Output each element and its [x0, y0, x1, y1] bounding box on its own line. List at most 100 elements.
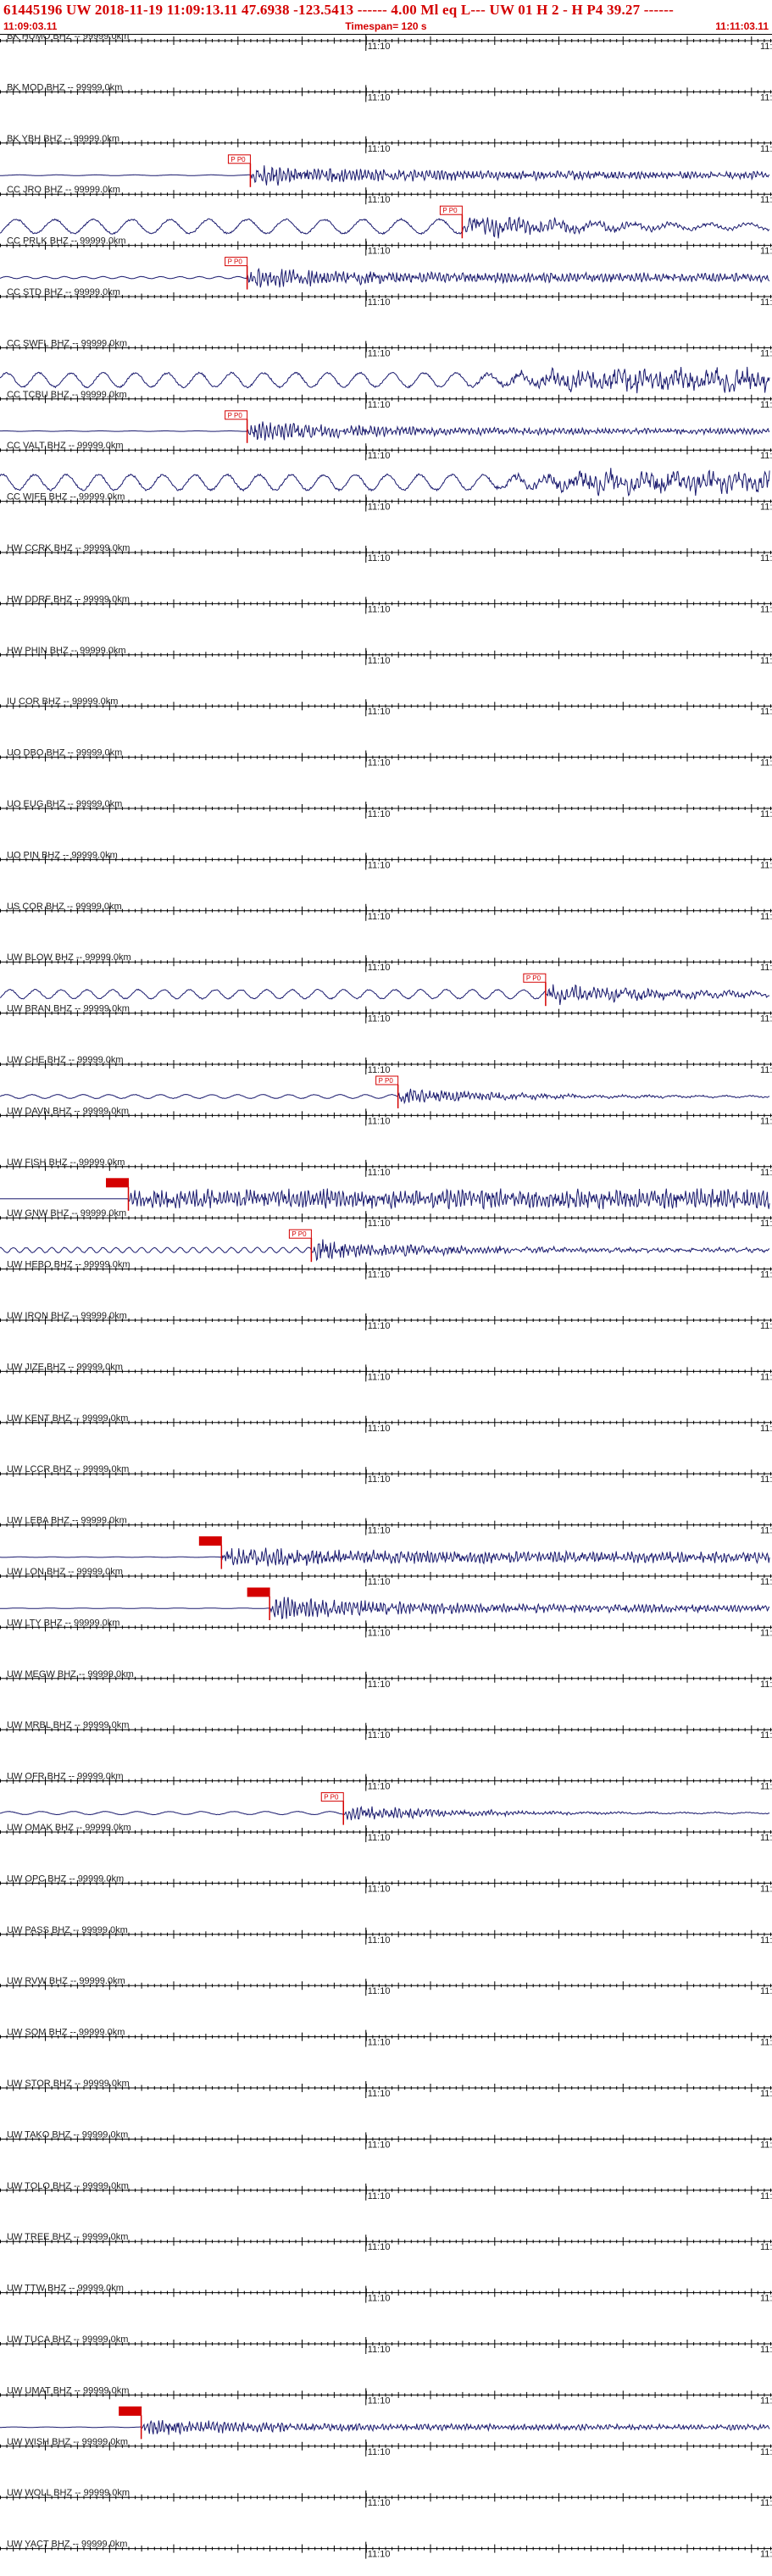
minute-label: 11:10 — [368, 1628, 391, 1638]
minute-label: 11:10 — [368, 1372, 391, 1382]
waveform-trace — [0, 1188, 770, 1210]
minute-label-edge: 11:10 — [760, 1219, 772, 1229]
channel-row: 11:10 11:10 UW LON BHZ -- 99999.0km — [0, 1567, 772, 1620]
minute-label: 11:10 — [368, 809, 391, 819]
axis-ticks — [0, 804, 771, 813]
minute-label-edge: 11:10 — [760, 912, 772, 922]
minute-label: 11:10 — [368, 963, 391, 973]
axis-ticks — [0, 2135, 771, 2144]
axis-ticks — [0, 1469, 771, 1479]
axis-ticks — [0, 1929, 771, 1939]
minute-label: 11:10 — [368, 502, 391, 513]
channel-row: 11:10 11:10 UW LTY BHZ -- 99999.0km — [0, 1618, 772, 1638]
minute-label: 11:10 — [368, 1474, 391, 1485]
minute-label: 11:10 — [368, 707, 391, 717]
axis-ticks — [0, 1367, 771, 1376]
channel-label: UW BRAN BHZ -- 99999.0km — [7, 1004, 130, 1014]
pick-box — [288, 1229, 312, 1239]
channel-row: 11:10 11:10 BK YBH BHZ -- 99999.0km P P0 — [0, 134, 772, 187]
minute-label: 11:10 — [368, 1833, 391, 1843]
minute-label-edge: 11:10 — [760, 2396, 772, 2406]
axis-ticks — [0, 1725, 771, 1735]
minute-label-edge: 11:10 — [760, 2550, 772, 2560]
channel-label: UO PIN BHZ -- 99999.0km — [7, 850, 118, 860]
channel-label: HW CCRK BHZ -- 99999.0km — [7, 543, 130, 553]
axis-ticks — [0, 599, 771, 608]
channel-row: 11:10 11:10 CC JRO BHZ -- 99999.0km P P0 — [0, 185, 772, 239]
minute-label: 11:10 — [368, 144, 391, 154]
channel-label: UW CHE BHZ -- 99999.0km — [7, 1055, 124, 1065]
channel-row: 11:10 11:10 UW UMAT BHZ -- 99999.0km — [0, 2385, 772, 2440]
channel-row: 11:10 11:10 UW LEBA BHZ -- 99999.0km — [0, 1516, 772, 1569]
minute-label-edge: 11:10 — [760, 451, 772, 461]
axis-ticks — [0, 1162, 771, 1171]
channel-label: UW PASS BHZ -- 99999.0km — [7, 1925, 128, 1935]
minute-label-edge: 11:10 — [760, 758, 772, 769]
minute-label: 11:10 — [368, 1577, 391, 1587]
channel-row: 11:10 11:10 US COR BHZ -- 99999.0km — [0, 902, 772, 922]
axis-ticks — [0, 1520, 771, 1530]
pick-box — [106, 1178, 129, 1188]
waveform-trace — [0, 1088, 770, 1105]
channel-row: 11:10 11:10 UW BLOW BHZ -- 99999.0km P P0 — [0, 952, 772, 1007]
minute-label-edge: 11:10 — [760, 348, 772, 358]
channel-label: UW TOLO BHZ -- 99999.0km — [7, 2181, 129, 2191]
minute-label: 11:10 — [368, 1116, 391, 1126]
axis-ticks — [0, 1060, 771, 1069]
minute-label-edge: 11:10 — [760, 707, 772, 717]
minute-label: 11:10 — [368, 1526, 391, 1536]
channel-label: UW WISH BHZ -- 99999.0km — [7, 2437, 128, 2447]
channel-row: 11:10 11:10 UW DAVN BHZ -- 99999.0km — [0, 1106, 772, 1126]
channel-label: CC VALT BHZ -- 99999.0km — [7, 441, 124, 451]
pick-box — [375, 1075, 399, 1085]
axis-ticks — [0, 1213, 771, 1223]
channel-row: 11:10 11:10 UW TUCA BHZ -- 99999.0km — [0, 2334, 772, 2355]
minute-label: 11:10 — [368, 2447, 391, 2457]
minute-label: 11:10 — [368, 1730, 391, 1740]
axis-ticks — [0, 650, 771, 659]
minute-label-edge: 11:10 — [760, 2191, 772, 2201]
end-time: 11:11:03.11 — [715, 20, 769, 32]
waveform-trace — [0, 216, 770, 239]
channel-label: CC SWFL BHZ -- 99999.0km — [7, 338, 127, 348]
minute-label-edge: 11:10 — [760, 1730, 772, 1740]
channel-row: 11:10 11:10 UW BRAN BHZ -- 99999.0km — [0, 1004, 772, 1024]
minute-label: 11:10 — [368, 2191, 391, 2201]
minute-label-edge: 11:10 — [760, 502, 772, 513]
minute-label: 11:10 — [368, 860, 391, 870]
channel-row: 11:10 11:10 UW SQM BHZ -- 99999.0km — [0, 2028, 772, 2048]
channel-row: 11:10 11:10 CC SWFL BHZ -- 99999.0km — [0, 338, 772, 394]
minute-label-edge: 11:10 — [760, 2089, 772, 2099]
minute-label-edge: 11:10 — [760, 1935, 772, 1946]
pick-box — [439, 205, 463, 215]
waveform-trace — [0, 165, 770, 186]
axis-ticks — [0, 446, 771, 455]
minute-label: 11:10 — [368, 1270, 391, 1280]
channel-row: 11:10 11:10 CC STD BHZ -- 99999.0km — [0, 287, 772, 308]
axis-ticks — [0, 138, 771, 147]
channel-label: UW JIZE BHZ -- 99999.0km — [7, 1362, 123, 1372]
channel-label: UW GNW BHZ -- 99999.0km — [7, 1208, 126, 1219]
axis-ticks — [0, 1776, 771, 1785]
channel-label: UW BLOW BHZ -- 99999.0km — [7, 952, 131, 963]
channel-row: 11:10 11:10 CC WIFE BHZ -- 99999.0km — [0, 492, 772, 513]
channel-label: UW MRBL BHZ -- 99999.0km — [7, 1720, 129, 1730]
channel-label: CC JRO BHZ -- 99999.0km — [7, 185, 120, 195]
minute-label: 11:10 — [368, 2140, 391, 2150]
channel-row: 11:10 11:10 UW KENT BHZ -- 99999.0km — [0, 1413, 772, 1434]
minute-label-edge: 11:10 — [760, 553, 772, 564]
pick-box — [523, 973, 547, 983]
channel-row: 11:10 11:10 HW CCRK BHZ -- 99999.0km — [0, 543, 772, 564]
minute-label: 11:10 — [368, 195, 391, 205]
minute-label-edge: 11:10 — [760, 1372, 772, 1382]
minute-label: 11:10 — [368, 553, 391, 564]
channel-label: UO EUG BHZ -- 99999.0km — [7, 799, 122, 809]
channel-row: 11:10 11:10 UW YACT BHZ -- 99999.0km — [0, 2540, 772, 2560]
channel-row: 11:10 11:10 UW MEGW BHZ -- 99999.0km — [0, 1669, 772, 1690]
axis-ticks — [0, 87, 771, 97]
minute-label: 11:10 — [368, 451, 391, 461]
minute-label: 11:10 — [368, 1782, 391, 1792]
axis-ticks — [0, 548, 771, 557]
channel-row: 11:10 11:10 UW OPC BHZ -- 99999.0km — [0, 1874, 772, 1894]
axis-ticks — [0, 2544, 771, 2553]
